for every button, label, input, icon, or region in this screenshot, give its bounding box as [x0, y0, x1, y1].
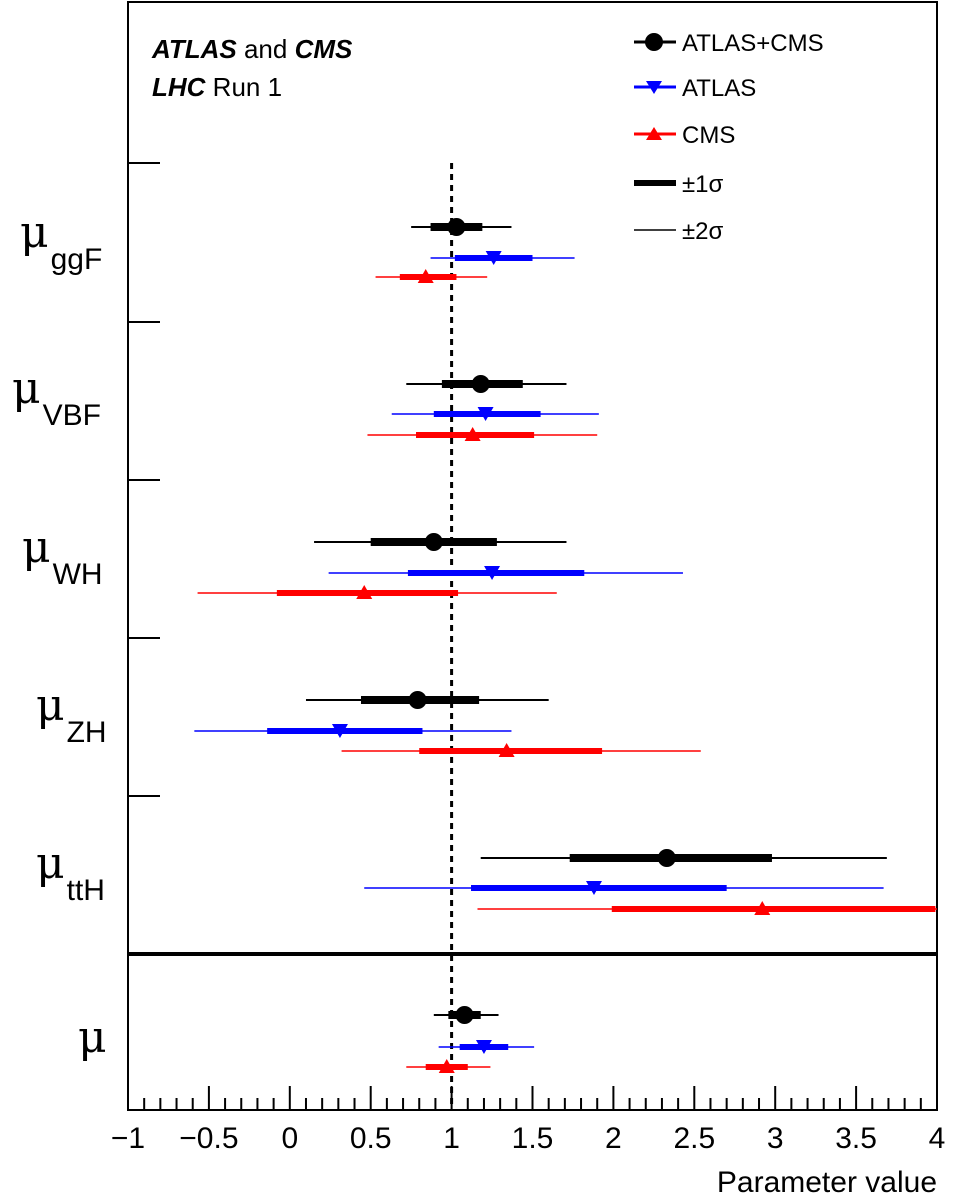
y-labels: μggF μVBF μWH μZH μttH μ: [12, 207, 107, 1063]
param-sub: ttH: [67, 874, 105, 907]
mu-symbol: μ: [36, 680, 65, 731]
experiment-and: and: [244, 34, 287, 64]
combined-marker: [657, 849, 676, 867]
x-tick-label: −0.5: [179, 1122, 238, 1155]
x-tick-label: 0.5: [350, 1122, 392, 1155]
param-sub: ZH: [67, 716, 107, 749]
plot-frame: [127, 1, 938, 1111]
atlas-marker: [485, 251, 502, 265]
legend-cms-label: CMS: [682, 122, 735, 149]
combined-marker: [455, 1006, 474, 1024]
mu-symbol: μ: [20, 207, 49, 258]
legend-atlas-marker: [646, 81, 662, 94]
x-tick-label: 4: [929, 1122, 946, 1155]
legend-combined-marker: [645, 33, 663, 51]
x-major-ticks: [127, 1086, 938, 1110]
cms-marker: [356, 585, 373, 599]
x-tick-label: −1: [111, 1122, 145, 1155]
param-sub: ggF: [51, 243, 103, 276]
experiment-label: ATLAS and CMS LHC Run 1: [151, 34, 353, 102]
x-minor-ticks: [143, 1098, 922, 1110]
cms-marker: [417, 269, 434, 283]
param-label-ggf: μggF: [20, 207, 102, 276]
cms-marker: [464, 427, 481, 441]
x-axis-title: Parameter value: [717, 1166, 937, 1199]
mu-symbol: μ: [36, 838, 65, 889]
legend-combined-label: ATLAS+CMS: [682, 30, 824, 57]
atlas-marker: [585, 881, 602, 895]
legend-two-sigma-label: ±2σ: [682, 218, 724, 245]
y-ticks: [128, 162, 160, 797]
x-tick-label: 3.5: [835, 1122, 877, 1155]
x-tick-labels: −1 −0.5 0 0.5 1 1.5 2 2.5 3 3.5 4: [111, 1122, 945, 1155]
combined-marker: [408, 691, 427, 709]
x-tick-label: 0: [281, 1122, 298, 1155]
experiment-line-1: ATLAS and CMS: [151, 34, 353, 64]
data-marks: [194, 218, 937, 1073]
mu-symbol: μ: [22, 522, 51, 573]
experiment-atlas: ATLAS: [151, 34, 237, 64]
legend-atlas-label: ATLAS: [682, 75, 756, 102]
experiment-run: Run 1: [213, 72, 282, 102]
param-label-wh: μWH: [22, 522, 103, 591]
x-tick-label: 2: [605, 1122, 622, 1155]
cms-marker: [438, 1059, 455, 1073]
atlas-marker: [475, 1040, 492, 1054]
param-label-zh: μZH: [36, 680, 107, 749]
cms-marker: [498, 743, 515, 757]
x-tick-label: 2.5: [673, 1122, 715, 1155]
combined-marker: [424, 533, 443, 551]
atlas-marker: [331, 724, 348, 738]
param-label-overall: μ: [78, 1012, 107, 1063]
x-tick-label: 1.5: [512, 1122, 554, 1155]
legend-cms-marker: [646, 127, 662, 140]
mu-symbol: μ: [12, 363, 41, 414]
cms-marker: [754, 901, 771, 915]
legend-one-sigma-label: ±1σ: [682, 171, 724, 198]
combined-marker: [471, 375, 490, 393]
param-sub: WH: [53, 558, 103, 591]
legend: ATLAS+CMS ATLAS CMS ±1σ ±2σ: [634, 30, 824, 245]
experiment-lhc: LHC: [152, 72, 207, 102]
atlas-marker: [484, 566, 501, 580]
param-label-tth: μttH: [36, 838, 105, 907]
experiment-line-2: LHC Run 1: [152, 72, 282, 102]
x-tick-label: 1: [443, 1122, 460, 1155]
x-tick-label: 3: [767, 1122, 784, 1155]
param-sub: VBF: [43, 399, 101, 432]
experiment-cms: CMS: [295, 34, 353, 64]
atlas-marker: [477, 407, 494, 421]
param-label-vbf: μVBF: [12, 363, 101, 432]
combined-marker: [447, 218, 466, 236]
